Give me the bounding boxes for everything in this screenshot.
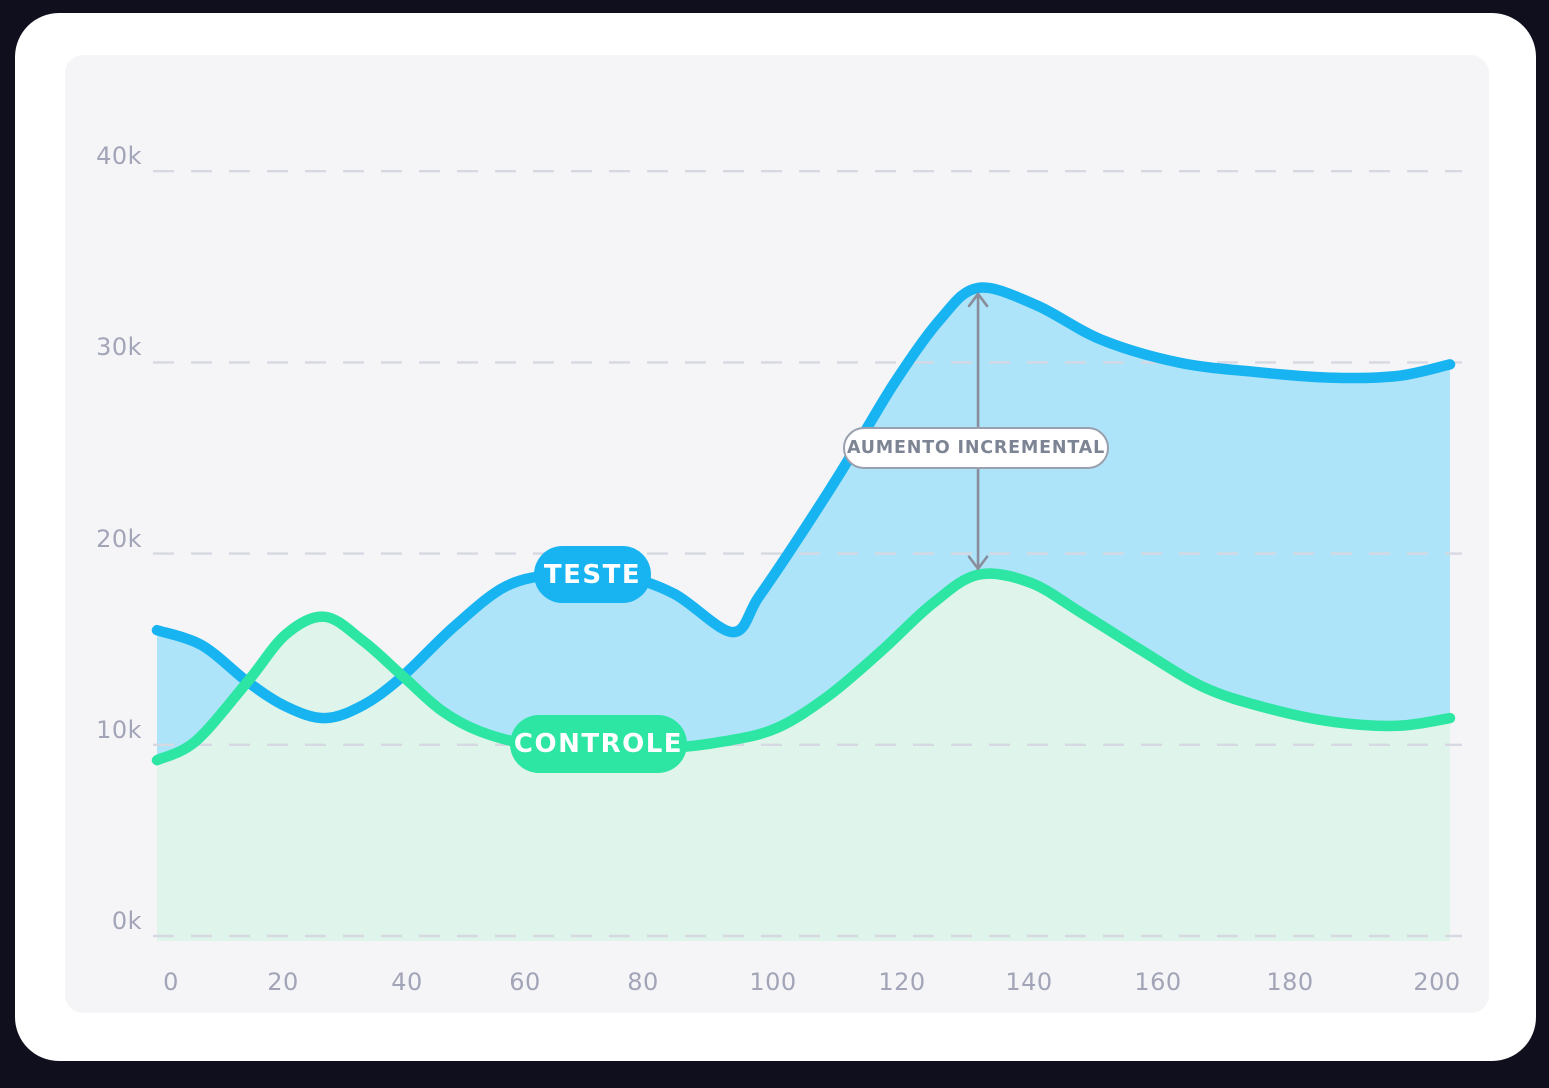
teste-line [151,282,1456,724]
arrowhead-up-icon [967,292,989,308]
arrowhead-down-icon [967,555,989,571]
series-label-teste-text: TESTE [543,559,642,590]
series-label-controle-text: CONTROLE [513,729,684,759]
series-label-teste: TESTE [534,546,651,603]
annotation-aumento-incremental: AUMENTO INCREMENTAL [843,427,1109,469]
controle-area [157,573,1450,941]
series-label-controle: CONTROLE [510,715,687,773]
annotation-text: AUMENTO INCREMENTAL [846,438,1106,458]
controle-line [151,568,1456,766]
